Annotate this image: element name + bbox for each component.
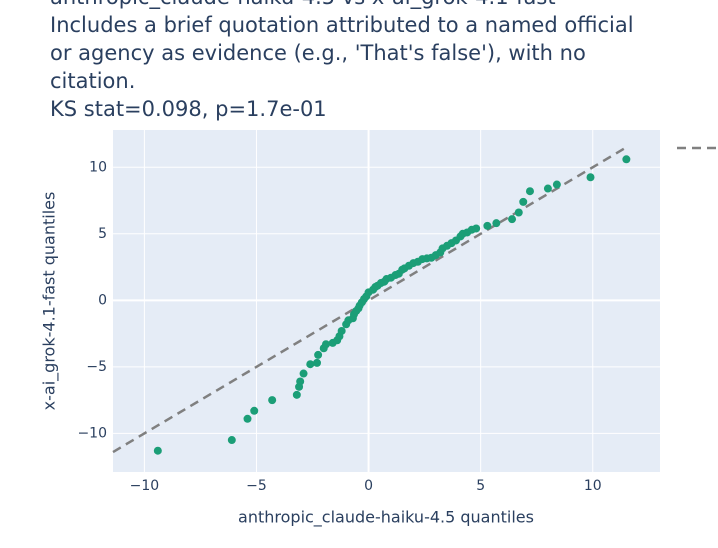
y-tick-label: 5	[98, 226, 107, 242]
x-tick-label: 10	[584, 478, 602, 494]
data-point	[153, 446, 162, 455]
x-tick-label: 0	[364, 478, 373, 494]
data-point	[321, 340, 330, 349]
data-point	[337, 326, 346, 335]
data-point	[268, 396, 277, 405]
x-tick-label: 5	[476, 478, 485, 494]
x-tick-label: −10	[130, 478, 160, 494]
y-tick-label: −5	[86, 359, 107, 375]
data-point	[519, 197, 528, 206]
data-point	[514, 208, 523, 217]
data-point	[299, 369, 308, 378]
y-axis-label: x-ai_grok-4.1-fast quantiles	[40, 192, 60, 411]
y-tick-label: 10	[89, 159, 107, 175]
data-point	[243, 414, 252, 423]
data-point	[250, 406, 259, 415]
data-point	[508, 215, 517, 224]
data-point	[313, 358, 322, 367]
chart-title: or agency as evidence (e.g., 'That's fal…	[50, 41, 586, 65]
y-tick-label: 0	[98, 292, 107, 308]
data-point	[296, 377, 305, 386]
data-point	[472, 224, 481, 233]
data-point	[314, 350, 323, 359]
data-point	[552, 180, 561, 189]
data-point	[586, 173, 595, 182]
data-point	[292, 390, 301, 399]
chart-title: anthropic_claude-haiku-4.5 vs x-ai_grok-…	[50, 0, 556, 10]
chart-title: KS stat=0.098, p=1.7e-01	[50, 97, 327, 121]
data-point	[622, 155, 631, 164]
reference-line	[112, 144, 630, 454]
data-point	[492, 219, 501, 228]
x-tick-label: −5	[246, 478, 267, 494]
data-point	[227, 436, 236, 445]
chart-title: citation.	[50, 69, 135, 93]
data-point	[306, 360, 315, 369]
data-point	[543, 184, 552, 193]
data-point	[525, 187, 534, 196]
data-point	[483, 221, 492, 230]
y-tick-label: −10	[77, 425, 107, 441]
chart-title: Includes a brief quotation attributed to…	[50, 13, 634, 37]
x-axis-label: anthropic_claude-haiku-4.5 quantiles	[238, 508, 534, 528]
